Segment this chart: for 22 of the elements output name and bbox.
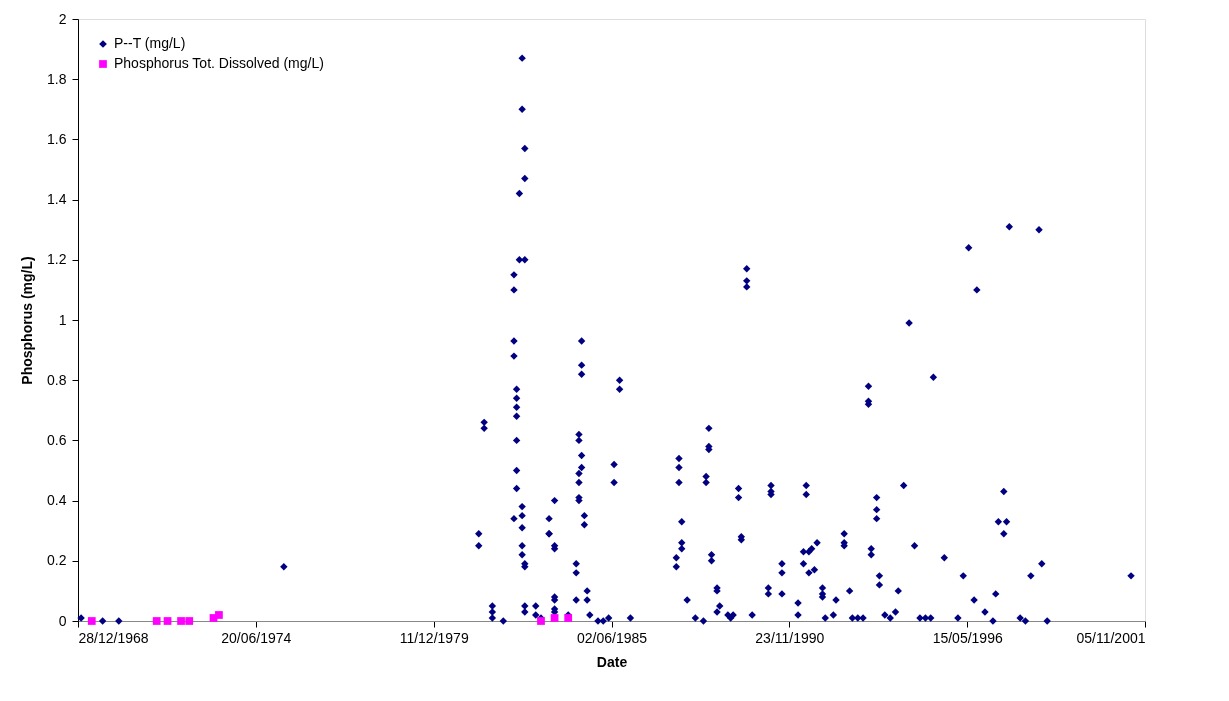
y-tick-label: 1.6 xyxy=(47,130,67,147)
legend-label: Phosphorus Tot. Dissolved (mg/L) xyxy=(114,55,324,71)
y-tick-label: 0.8 xyxy=(47,371,67,388)
x-tick-label: 20/06/1974 xyxy=(221,629,292,646)
x-axis-title: Date xyxy=(596,653,628,670)
y-tick-label: 0.6 xyxy=(47,431,67,448)
x-tick-label: 02/06/1985 xyxy=(576,629,648,646)
y-tick-label: 0.2 xyxy=(47,552,67,569)
y-tick-label: 2 xyxy=(58,10,67,27)
x-tick-label: 05/11/2001 xyxy=(1076,629,1146,646)
x-tick-label: 28/12/1968 xyxy=(78,629,149,646)
y-tick-label: 1.8 xyxy=(47,70,67,87)
y-tick-label: 1.4 xyxy=(47,191,67,208)
x-tick-label: 15/05/1996 xyxy=(932,629,1003,646)
legend-label: P--T (mg/L) xyxy=(114,35,186,51)
x-tick-label: 23/11/1990 xyxy=(755,629,825,646)
y-tick-label: 0 xyxy=(58,612,67,629)
y-tick-label: 0.4 xyxy=(47,492,67,509)
x-tick-label: 11/12/1979 xyxy=(399,629,469,646)
y-tick-label: 1.2 xyxy=(47,251,67,268)
y-tick-label: 1 xyxy=(58,311,67,328)
y-axis-title: Phosphorus (mg/L) xyxy=(19,256,36,385)
